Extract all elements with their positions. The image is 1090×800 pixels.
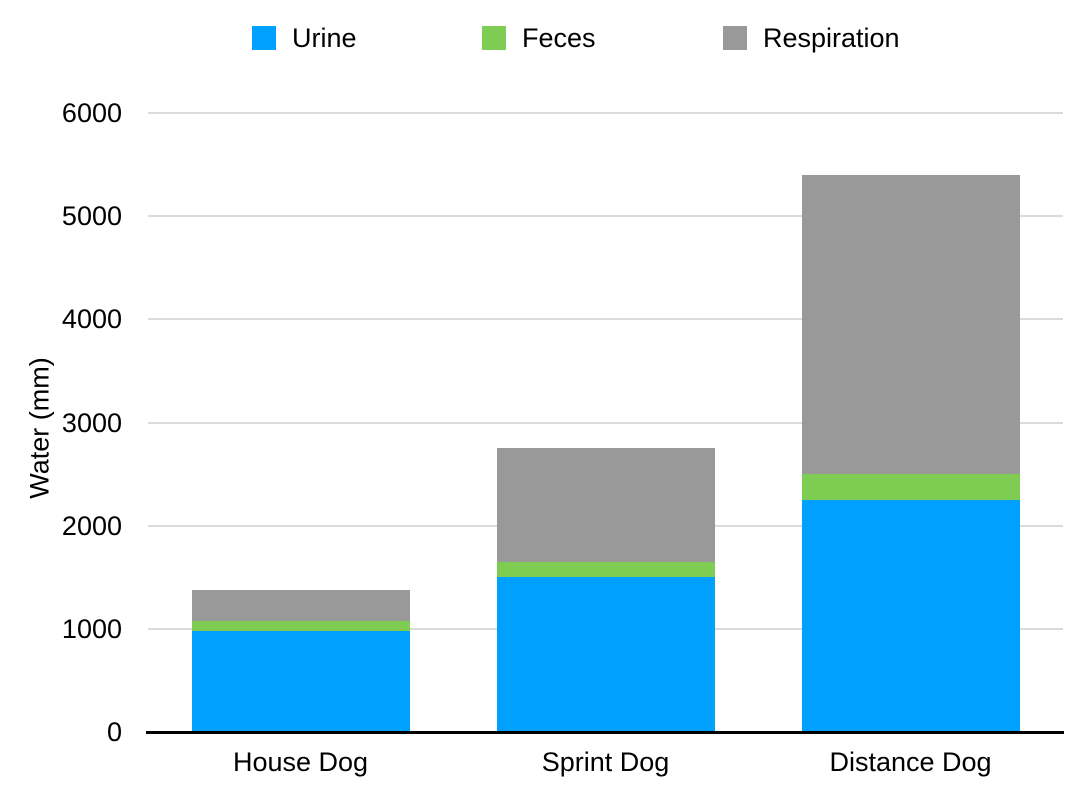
x-category-label-distance-dog: Distance Dog <box>829 747 992 777</box>
legend-label-respiration: Respiration <box>763 23 900 53</box>
legend-label-urine: Urine <box>292 23 357 53</box>
y-tick-label-5000: 5000 <box>61 201 122 232</box>
gridline-3000 <box>148 421 1063 424</box>
x-axis-line <box>146 730 1064 734</box>
x-category-label-sprint-dog: Sprint Dog <box>541 747 670 777</box>
y-tick-label-0: 0 <box>106 717 122 747</box>
x-category-label-house-dog: House Dog <box>232 747 369 777</box>
bar-segment-distance-dog-urine <box>801 499 1020 732</box>
legend-item-respiration: Respiration <box>723 20 900 56</box>
y-tick-label-2000: 2000 <box>61 510 122 541</box>
legend-swatch-respiration <box>723 26 747 50</box>
legend-item-urine: Urine <box>252 20 357 56</box>
y-tick-label-1000: 1000 <box>61 613 122 644</box>
legend-item-feces: Feces <box>482 20 596 56</box>
y-tick-label-3000: 3000 <box>61 407 122 438</box>
legend-swatch-feces <box>482 26 506 50</box>
gridline-6000 <box>148 112 1063 114</box>
gridline-4000 <box>148 318 1063 321</box>
bar-segment-house-dog-urine <box>191 631 410 732</box>
bar-segment-sprint-dog-feces <box>496 561 715 578</box>
bar-segment-house-dog-feces <box>191 621 410 632</box>
legend-label-feces: Feces <box>522 23 596 53</box>
bar-segment-distance-dog-feces <box>801 474 1020 500</box>
bar-segment-distance-dog-respiration <box>801 174 1020 475</box>
y-axis-title: Water (mm) <box>24 357 55 499</box>
bar-segment-house-dog-respiration <box>191 590 410 622</box>
bar-segment-sprint-dog-urine <box>496 577 715 732</box>
y-tick-label-4000: 4000 <box>61 304 122 335</box>
legend-swatch-urine <box>252 26 276 50</box>
y-tick-label-6000: 6000 <box>61 98 122 128</box>
bar-segment-sprint-dog-respiration <box>496 448 715 562</box>
gridline-5000 <box>148 215 1063 218</box>
